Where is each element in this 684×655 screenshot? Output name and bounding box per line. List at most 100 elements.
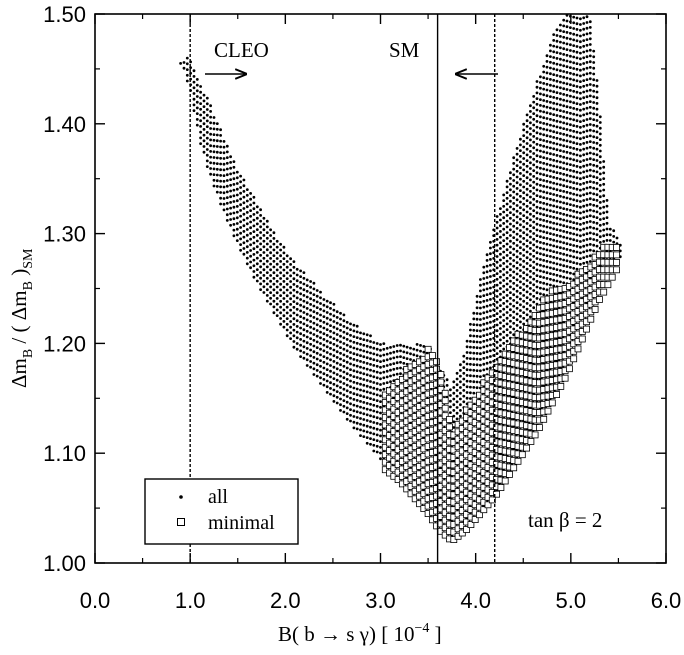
data-point-all bbox=[575, 216, 579, 220]
data-point-all bbox=[512, 202, 516, 205]
data-point-all bbox=[559, 234, 562, 238]
data-point-all bbox=[482, 334, 486, 337]
data-point-all bbox=[592, 78, 596, 82]
data-point-all bbox=[312, 293, 316, 296]
data-point-all bbox=[475, 386, 479, 390]
data-point-all bbox=[598, 178, 602, 182]
data-point-all bbox=[362, 406, 366, 410]
data-point-all bbox=[562, 30, 566, 33]
data-point-all bbox=[569, 140, 572, 144]
data-point-all bbox=[249, 249, 253, 252]
data-point-all bbox=[235, 187, 239, 191]
data-point-all bbox=[192, 97, 196, 101]
data-point-all bbox=[552, 118, 556, 122]
data-point-all bbox=[325, 385, 329, 389]
data-point-all bbox=[242, 190, 246, 193]
data-point-all bbox=[535, 171, 539, 175]
data-point-all bbox=[588, 180, 592, 184]
data-point-all bbox=[452, 380, 456, 384]
data-point-all bbox=[302, 339, 306, 343]
data-point-all bbox=[532, 140, 536, 144]
data-point-all bbox=[465, 345, 469, 349]
data-point-all bbox=[319, 307, 322, 311]
data-point-all bbox=[555, 91, 559, 94]
data-point-all bbox=[555, 51, 559, 54]
legend-box bbox=[144, 478, 299, 545]
data-point-all bbox=[549, 83, 552, 87]
data-point-all bbox=[545, 254, 549, 257]
data-point-all bbox=[545, 265, 549, 269]
data-point-all bbox=[569, 266, 572, 269]
data-point-all bbox=[512, 241, 516, 245]
data-point-all bbox=[579, 240, 582, 243]
data-point-minimal bbox=[441, 412, 449, 420]
data-point-all bbox=[215, 145, 219, 148]
data-point-all bbox=[205, 148, 209, 151]
data-point-minimal bbox=[458, 425, 466, 432]
data-point-all bbox=[535, 125, 539, 129]
data-point-all bbox=[352, 352, 356, 356]
data-point-all bbox=[559, 63, 562, 67]
data-point-all bbox=[532, 243, 536, 247]
data-point-all bbox=[349, 362, 352, 366]
data-point-all bbox=[252, 235, 256, 239]
data-point-all bbox=[392, 367, 396, 371]
data-point-all bbox=[362, 338, 366, 341]
data-point-all bbox=[572, 32, 576, 36]
data-point-all bbox=[245, 239, 249, 243]
data-point-all bbox=[335, 390, 339, 393]
data-point-all bbox=[575, 256, 579, 260]
data-point-all bbox=[319, 353, 322, 357]
data-point-all bbox=[379, 400, 382, 403]
data-point-all bbox=[545, 82, 549, 86]
data-point-all bbox=[555, 228, 559, 232]
data-point-minimal bbox=[441, 471, 449, 479]
data-point-all bbox=[185, 62, 189, 66]
data-point-all bbox=[262, 239, 266, 243]
data-point-all bbox=[489, 258, 492, 261]
data-point-all bbox=[549, 100, 552, 104]
data-point-all bbox=[312, 327, 316, 331]
data-point-all bbox=[339, 329, 342, 332]
data-point-all bbox=[515, 198, 519, 202]
data-point-all bbox=[542, 281, 546, 285]
data-point-all bbox=[219, 145, 223, 149]
data-point-all bbox=[552, 130, 556, 134]
data-point-all bbox=[455, 389, 459, 392]
data-point-all bbox=[325, 299, 329, 303]
data-point-all bbox=[542, 236, 546, 240]
data-point-all bbox=[255, 268, 259, 271]
data-point-all bbox=[279, 260, 282, 263]
data-point-all bbox=[509, 171, 512, 175]
data-point-all bbox=[375, 342, 379, 345]
data-point-all bbox=[539, 115, 542, 119]
data-point-all bbox=[489, 332, 492, 335]
data-point-all bbox=[219, 139, 223, 143]
data-point-all bbox=[359, 337, 362, 340]
data-point-all bbox=[495, 283, 499, 287]
data-point-all bbox=[588, 88, 592, 92]
data-point-all bbox=[315, 317, 319, 321]
data-point-all bbox=[585, 260, 589, 264]
data-point-all bbox=[295, 307, 299, 311]
data-point-all bbox=[369, 437, 372, 440]
data-point-minimal bbox=[458, 484, 466, 492]
data-point-all bbox=[299, 292, 302, 296]
data-point-all bbox=[582, 16, 586, 20]
data-point-all bbox=[469, 385, 472, 389]
data-point-all bbox=[515, 255, 519, 259]
data-point-all bbox=[349, 373, 352, 377]
data-point-all bbox=[465, 374, 469, 377]
data-point-all bbox=[359, 428, 362, 432]
data-point-all bbox=[522, 259, 526, 263]
data-point-all bbox=[542, 196, 546, 200]
data-point-all bbox=[545, 288, 549, 292]
data-point-all bbox=[462, 366, 466, 369]
data-point-all bbox=[572, 15, 576, 19]
data-point-all bbox=[332, 382, 336, 386]
data-point-all bbox=[329, 364, 332, 367]
data-point-all bbox=[305, 341, 309, 345]
data-point-all bbox=[512, 281, 516, 285]
data-point-all bbox=[222, 197, 226, 200]
data-point-all bbox=[282, 308, 286, 312]
